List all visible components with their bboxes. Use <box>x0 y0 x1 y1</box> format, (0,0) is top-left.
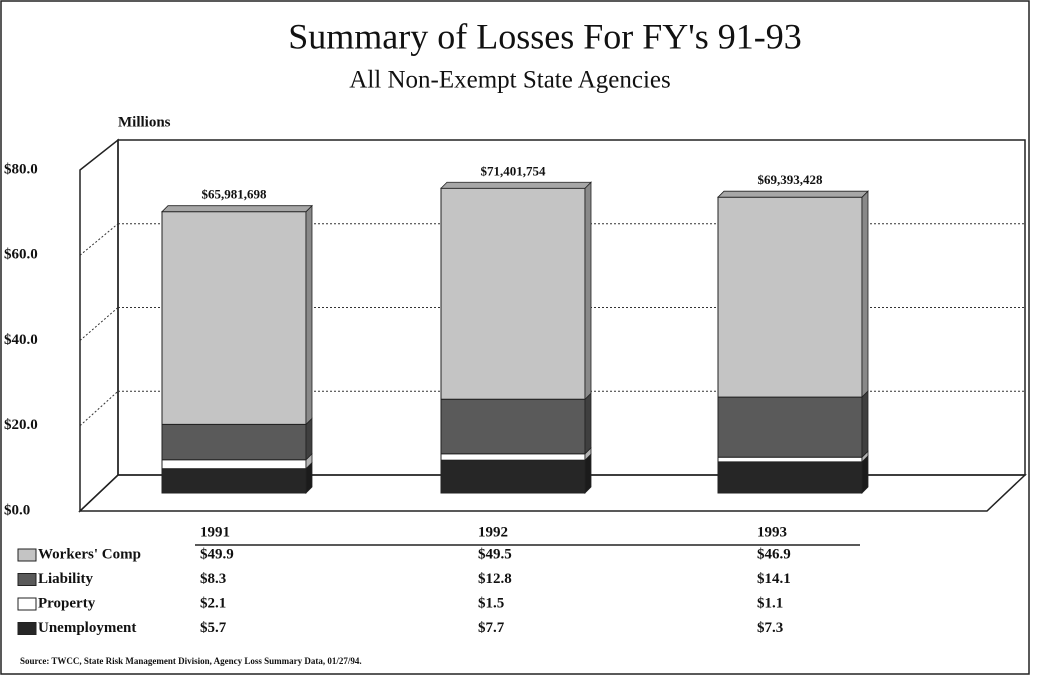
table-value: $2.1 <box>200 595 226 611</box>
source: Source: TWCC, State Risk Management Divi… <box>20 656 362 666</box>
bar-side <box>584 453 592 494</box>
bar-segment <box>717 196 863 398</box>
bar-side <box>584 181 592 401</box>
total-label: $71,401,754 <box>481 164 547 179</box>
table-value: $1.1 <box>757 595 783 611</box>
y-tick-label: $60.0 <box>4 247 38 263</box>
table-value: $49.5 <box>478 546 512 562</box>
table-value: $7.3 <box>757 620 783 636</box>
bar-segment <box>161 459 307 470</box>
bar-side <box>305 417 313 461</box>
table-value: $1.5 <box>478 595 504 611</box>
grid-line <box>79 307 119 341</box>
chart-subtitle: All Non-Exempt State Agencies <box>349 67 670 94</box>
table-value: $5.7 <box>200 620 227 636</box>
bar-segment <box>161 211 307 425</box>
bar-top <box>717 190 869 198</box>
chart-title: Summary of Losses For FY's 91-93 <box>288 16 802 56</box>
bar-side <box>584 392 592 455</box>
bar-segment <box>717 396 863 458</box>
bar-side <box>861 190 869 399</box>
bar-side <box>305 204 313 426</box>
total-label: $69,393,428 <box>758 172 824 187</box>
legend-label: Unemployment <box>38 620 136 636</box>
side-wall <box>79 138 119 513</box>
bar-segment <box>717 456 863 463</box>
total-label: $65,981,698 <box>202 187 268 202</box>
legend-label: Liability <box>38 571 94 587</box>
bar-segment <box>161 423 307 461</box>
y-tick-label: $40.0 <box>4 332 38 348</box>
bar-segment <box>440 187 586 400</box>
table-value: $49.9 <box>200 546 234 562</box>
bar-segment <box>717 461 863 494</box>
table-value: $46.9 <box>757 546 791 562</box>
bar-segment <box>161 468 307 494</box>
legend-label: Property <box>38 595 96 611</box>
table-value: $8.3 <box>200 571 226 587</box>
y-tick-label: $0.0 <box>4 502 30 518</box>
grid-line <box>79 223 119 256</box>
bar-top <box>161 205 313 213</box>
y-axis-label: Millions <box>118 114 171 130</box>
bar-top <box>440 181 592 189</box>
legend-swatch <box>17 548 37 562</box>
table-header: 1993 <box>757 524 787 540</box>
legend-swatch <box>17 622 37 635</box>
bar-segment <box>440 453 586 461</box>
grid-line <box>79 390 119 427</box>
bar-segment <box>440 459 586 494</box>
legend-label: Workers' Comp <box>38 546 141 562</box>
legend-swatch <box>17 573 37 586</box>
bar-side <box>861 390 869 459</box>
table-header: 1991 <box>200 524 230 540</box>
legend-swatch <box>17 597 37 611</box>
table-value: $14.1 <box>757 571 791 587</box>
table-value: $12.8 <box>478 571 512 587</box>
bar-segment <box>440 398 586 455</box>
y-tick-label: $80.0 <box>4 161 38 177</box>
table-header: 1992 <box>478 524 508 540</box>
floor <box>78 474 1027 512</box>
y-tick-label: $20.0 <box>4 417 38 433</box>
table-value: $7.7 <box>478 620 505 636</box>
